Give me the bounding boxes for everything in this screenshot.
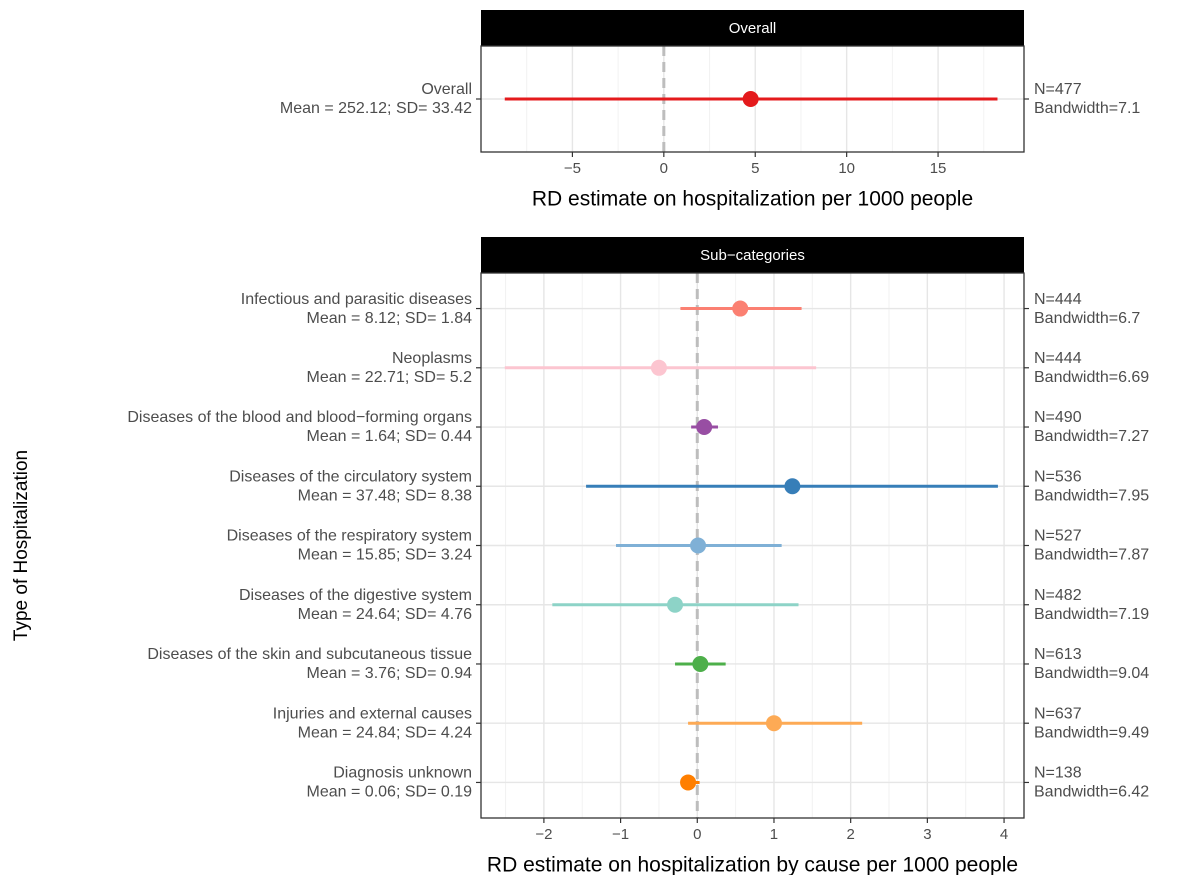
- row-bandwidth: Bandwidth=7.1: [1034, 100, 1140, 117]
- row-n: N=490: [1034, 409, 1082, 426]
- estimate-point: [732, 300, 749, 317]
- x-tick-label: 0: [693, 826, 701, 843]
- x-tick-label: 0: [660, 160, 668, 177]
- estimate-point: [690, 537, 707, 554]
- x-tick-label: −5: [564, 160, 581, 177]
- estimate-point: [696, 419, 713, 436]
- row-stats: Mean = 24.84; SD= 4.24: [298, 724, 472, 741]
- row-bandwidth: Bandwidth=6.42: [1034, 784, 1149, 801]
- row-n: N=613: [1034, 646, 1082, 663]
- x-tick-label: 5: [751, 160, 759, 177]
- row-n: N=444: [1034, 291, 1082, 308]
- row-bandwidth: Bandwidth=6.69: [1034, 369, 1149, 386]
- row-n: N=536: [1034, 468, 1082, 485]
- row-stats: Mean = 15.85; SD= 3.24: [298, 547, 472, 564]
- estimate-point: [742, 91, 759, 107]
- strip-title: Sub−categories: [700, 247, 805, 264]
- row-label: Neoplasms: [392, 350, 472, 367]
- row-n: N=482: [1034, 587, 1082, 604]
- row-label: Diseases of the respiratory system: [227, 528, 472, 545]
- row-stats: Mean = 0.06; SD= 0.19: [307, 784, 473, 801]
- row-label: Infectious and parasitic diseases: [241, 291, 472, 308]
- row-stats: Mean = 1.64; SD= 0.44: [307, 428, 473, 445]
- row-bandwidth: Bandwidth=9.04: [1034, 665, 1149, 682]
- row-label: Diseases of the blood and blood−forming …: [127, 409, 472, 426]
- y-axis-title: Type of Hospitalization: [11, 450, 32, 641]
- panel-border: [480, 272, 1025, 819]
- x-tick-label: 1: [770, 826, 778, 843]
- strip: [481, 10, 1024, 46]
- strip: [481, 237, 1024, 273]
- estimate-point: [680, 774, 697, 791]
- row-n: N=637: [1034, 705, 1082, 722]
- row-stats: Mean = 252.12; SD= 33.42: [280, 100, 472, 117]
- x-axis-title: RD estimate on hospitalization per 1000 …: [532, 188, 973, 211]
- row-stats: Mean = 24.64; SD= 4.76: [298, 606, 472, 623]
- x-tick-label: −2: [535, 826, 552, 843]
- row-label: Diseases of the circulatory system: [229, 468, 472, 485]
- x-tick-label: 3: [923, 826, 931, 843]
- row-label: Diseases of the skin and subcutaneous ti…: [147, 646, 472, 663]
- row-n: N=444: [1034, 350, 1082, 367]
- row-stats: Mean = 3.76; SD= 0.94: [307, 665, 473, 682]
- estimate-point: [650, 359, 667, 376]
- row-n: N=527: [1034, 528, 1082, 545]
- x-tick-label: −1: [612, 826, 629, 843]
- row-bandwidth: Bandwidth=7.87: [1034, 547, 1149, 564]
- panel-border: [480, 45, 1025, 153]
- estimate-point: [667, 596, 684, 613]
- row-stats: Mean = 37.48; SD= 8.38: [298, 487, 472, 504]
- row-n: N=477: [1034, 81, 1082, 98]
- strip-title: Overall: [729, 20, 777, 37]
- x-axis-title: RD estimate on hospitalization by cause …: [487, 854, 1018, 875]
- estimate-point: [692, 655, 709, 672]
- estimate-point: [765, 715, 782, 732]
- row-bandwidth: Bandwidth=7.27: [1034, 428, 1149, 445]
- row-n: N=138: [1034, 765, 1082, 782]
- row-stats: Mean = 22.71; SD= 5.2: [307, 369, 473, 386]
- row-bandwidth: Bandwidth=6.7: [1034, 310, 1140, 327]
- x-tick-label: 15: [930, 160, 947, 177]
- row-bandwidth: Bandwidth=7.95: [1034, 487, 1149, 504]
- row-label: Overall: [421, 81, 472, 98]
- row-bandwidth: Bandwidth=9.49: [1034, 724, 1149, 741]
- x-tick-label: 10: [838, 160, 855, 177]
- x-tick-label: 4: [1000, 826, 1008, 843]
- row-label: Diagnosis unknown: [333, 765, 472, 782]
- x-tick-label: 2: [846, 826, 854, 843]
- row-label: Injuries and external causes: [273, 705, 472, 722]
- estimate-point: [784, 478, 801, 495]
- row-stats: Mean = 8.12; SD= 1.84: [307, 310, 473, 327]
- row-bandwidth: Bandwidth=7.19: [1034, 606, 1149, 623]
- row-label: Diseases of the digestive system: [239, 587, 472, 604]
